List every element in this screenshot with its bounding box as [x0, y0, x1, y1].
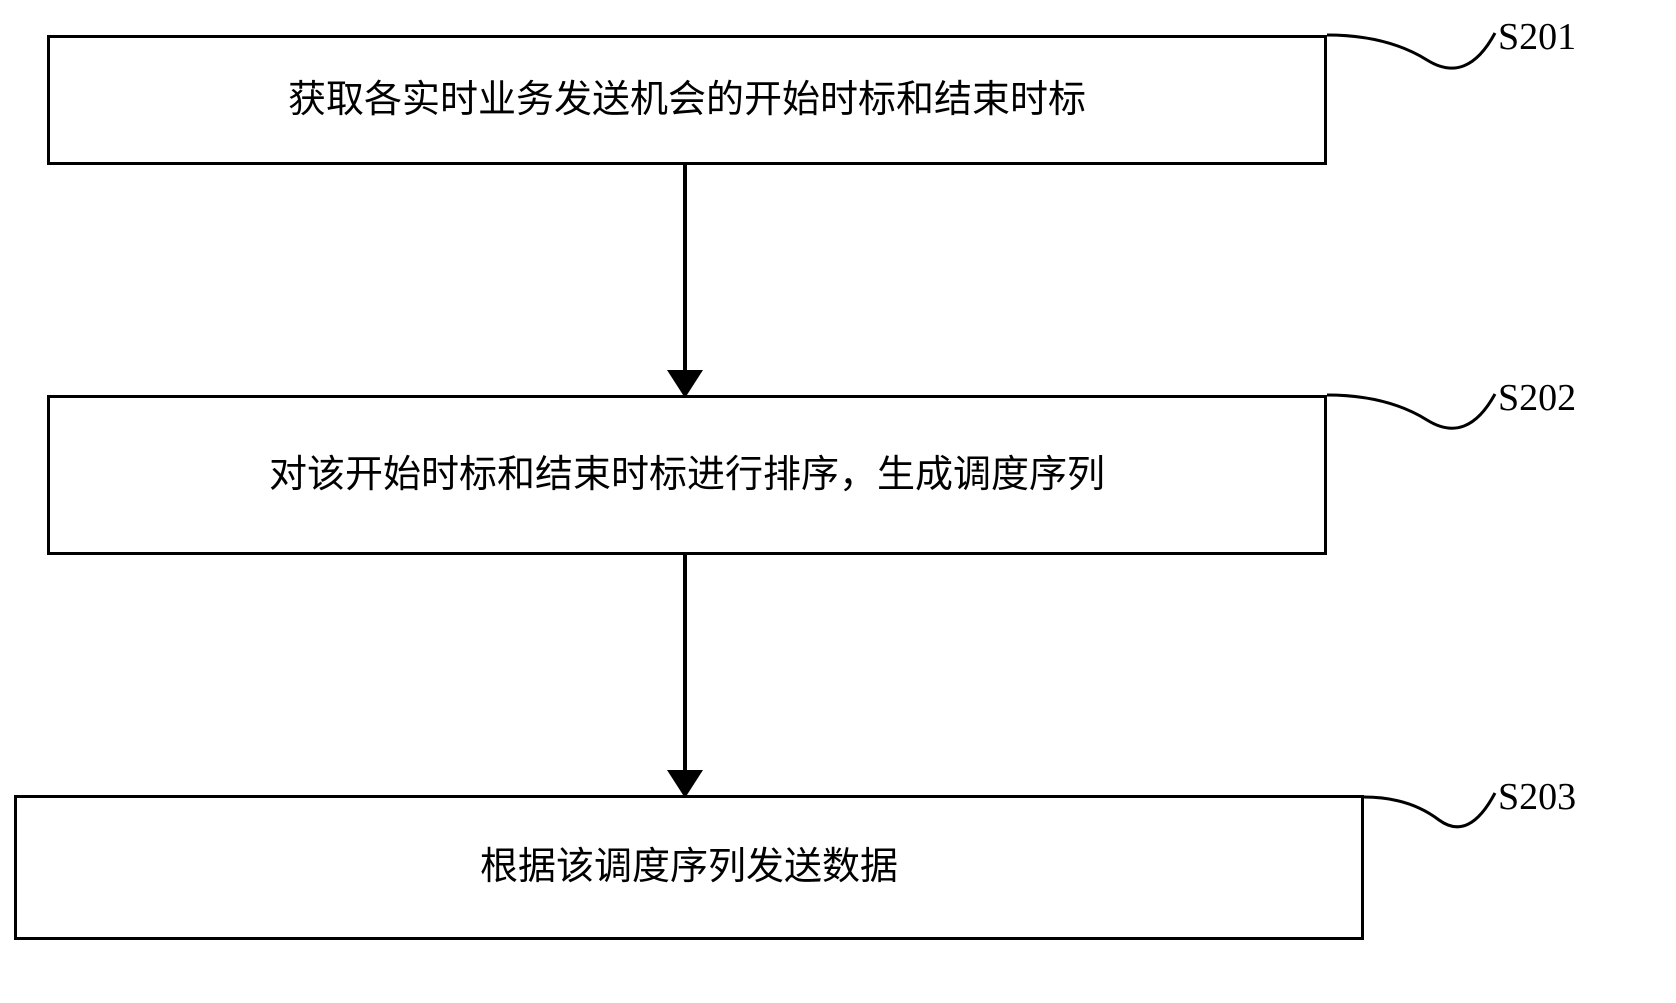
- step-label-2: S202: [1498, 376, 1576, 420]
- arrow-line-1: [683, 165, 687, 377]
- step-label-3: S203: [1498, 775, 1576, 819]
- flowchart-container: 获取各实时业务发送机会的开始时标和结束时标 S201 对该开始时标和结束时标进行…: [0, 0, 1676, 1003]
- connector-curve-1: [1327, 10, 1497, 90]
- node-label: 根据该调度序列发送数据: [480, 839, 898, 896]
- connector-curve-2: [1327, 372, 1497, 452]
- flowchart-node-step3: 根据该调度序列发送数据: [14, 795, 1364, 940]
- arrow-head-1: [667, 370, 703, 398]
- flowchart-node-step1: 获取各实时业务发送机会的开始时标和结束时标: [47, 35, 1327, 165]
- node-label: 对该开始时标和结束时标进行排序，生成调度序列: [269, 447, 1105, 504]
- arrow-line-2: [683, 555, 687, 775]
- flowchart-node-step2: 对该开始时标和结束时标进行排序，生成调度序列: [47, 395, 1327, 555]
- node-label: 获取各实时业务发送机会的开始时标和结束时标: [288, 72, 1086, 129]
- arrow-head-2: [667, 770, 703, 798]
- step-label-1: S201: [1498, 15, 1576, 59]
- connector-curve-3: [1364, 772, 1499, 850]
